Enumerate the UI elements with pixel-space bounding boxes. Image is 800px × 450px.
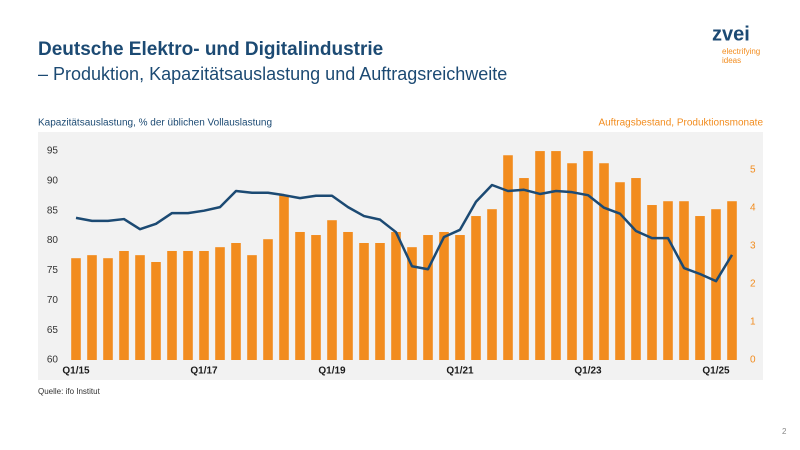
x-tick-label: Q1/21: [446, 366, 474, 377]
bar: [247, 255, 257, 360]
bar: [279, 195, 289, 360]
bar: [327, 220, 337, 360]
x-tick-label: Q1/19: [318, 366, 346, 377]
y2-tick-label: 5: [750, 165, 756, 176]
logo: zvei: [712, 23, 750, 45]
bar: [103, 258, 113, 360]
logo-tagline: electrifying: [722, 47, 760, 56]
x-tick-label: Q1/15: [62, 366, 90, 377]
bar: [551, 151, 561, 360]
bar: [199, 250, 209, 360]
y2-tick-label: 3: [750, 241, 756, 252]
bar: [167, 250, 177, 360]
bar: [663, 201, 673, 360]
bar: [695, 216, 705, 360]
y2-tick-label: 2: [750, 279, 756, 290]
subtitle: – Produktion, Kapazitätsauslastung und A…: [38, 64, 507, 84]
bar: [455, 235, 465, 360]
y-tick-label: 75: [47, 265, 59, 276]
bar: [71, 258, 81, 360]
bar: [519, 178, 529, 360]
bar: [615, 182, 625, 360]
x-tick-label: Q1/23: [574, 366, 602, 377]
x-tick-label: Q1/25: [702, 366, 730, 377]
bar: [295, 231, 305, 360]
bar: [647, 205, 657, 360]
bar: [215, 247, 225, 360]
y-tick-label: 95: [47, 146, 59, 157]
y-tick-label: 70: [47, 295, 59, 306]
y2-tick-label: 4: [750, 203, 756, 214]
bar: [503, 155, 513, 360]
y-axis-label: Kapazitätsauslastung, % der üblichen Vol…: [38, 118, 272, 129]
source: Quelle: ifo Institut: [38, 387, 101, 396]
bar: [439, 231, 449, 360]
y2-tick-label: 0: [750, 355, 756, 366]
page-number: 2: [782, 427, 787, 436]
bar: [407, 247, 417, 360]
y-tick-label: 80: [47, 235, 59, 246]
bar: [375, 243, 385, 360]
bar: [119, 250, 129, 360]
bar: [727, 201, 737, 360]
bar: [391, 231, 401, 360]
bar: [311, 235, 321, 360]
logo-tagline: ideas: [722, 56, 741, 65]
y-tick-label: 90: [47, 175, 59, 186]
y-tick-label: 65: [47, 325, 59, 336]
bar: [631, 178, 641, 360]
bar: [263, 239, 273, 360]
y-tick-label: 60: [47, 355, 59, 366]
bar: [599, 163, 609, 360]
bar: [711, 209, 721, 360]
bar: [471, 216, 481, 360]
y2-tick-label: 1: [750, 317, 756, 328]
bar: [87, 255, 97, 360]
bar: [359, 243, 369, 360]
bar: [151, 261, 161, 360]
line: [75, 183, 734, 283]
title: Deutsche Elektro- und Digitalindustrie: [38, 39, 383, 60]
y-tick-label: 85: [47, 205, 59, 216]
bar: [679, 201, 689, 360]
bar: [183, 250, 193, 360]
bar: [583, 151, 593, 360]
x-tick-label: Q1/17: [190, 366, 218, 377]
bar: [231, 243, 241, 360]
bar: [487, 209, 497, 360]
bar: [343, 231, 353, 360]
y2-axis-label: Auftragsbestand, Produktionsmonate: [598, 118, 763, 129]
bar: [423, 235, 433, 360]
bar: [567, 163, 577, 360]
bar: [135, 255, 145, 360]
bar: [535, 151, 545, 360]
